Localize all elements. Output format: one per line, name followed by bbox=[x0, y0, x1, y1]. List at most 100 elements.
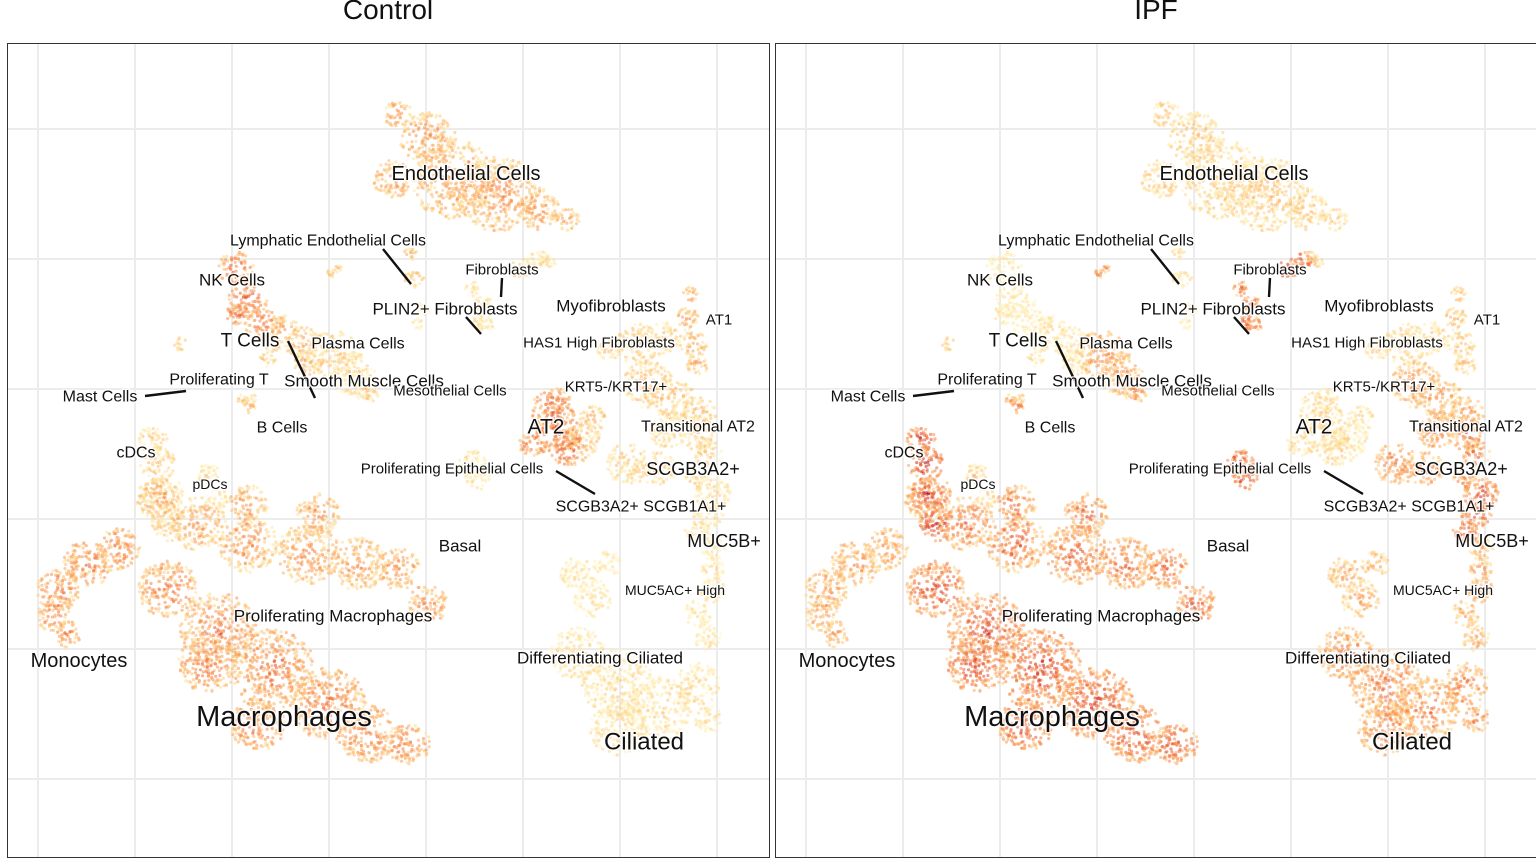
cell-point bbox=[438, 210, 442, 214]
cell-point bbox=[524, 186, 529, 190]
cell-point bbox=[685, 402, 689, 406]
cell-point bbox=[582, 410, 586, 414]
cell-point bbox=[688, 479, 692, 483]
cell-point bbox=[536, 441, 540, 445]
cell-point bbox=[625, 371, 629, 375]
cell-point bbox=[441, 152, 445, 156]
cell-point bbox=[688, 357, 692, 361]
cell-point bbox=[472, 208, 476, 212]
cell-point bbox=[396, 120, 400, 124]
cell-point bbox=[411, 271, 415, 275]
cell-point bbox=[720, 561, 724, 566]
cell-point bbox=[548, 222, 552, 226]
cell-point bbox=[236, 303, 240, 307]
cell-point bbox=[705, 483, 709, 487]
cell-point bbox=[377, 178, 381, 182]
cell-point bbox=[371, 390, 375, 394]
cell-point bbox=[259, 303, 263, 307]
cell-point bbox=[593, 426, 597, 430]
cell-point bbox=[468, 203, 472, 207]
cell-point bbox=[668, 377, 673, 382]
cell-point bbox=[448, 138, 452, 142]
cell-point bbox=[488, 224, 492, 228]
cell-point bbox=[425, 205, 430, 210]
cell-point bbox=[265, 364, 269, 368]
cell-point bbox=[235, 309, 239, 313]
cell-point bbox=[271, 330, 275, 334]
cell-point bbox=[244, 296, 248, 300]
cell-point bbox=[502, 176, 506, 180]
cell-point bbox=[327, 359, 331, 363]
cell-point bbox=[643, 365, 647, 369]
cell-point bbox=[417, 127, 421, 131]
cell-point bbox=[715, 560, 720, 565]
cell-point bbox=[569, 421, 573, 425]
cell-point bbox=[542, 188, 546, 192]
cell-point bbox=[630, 476, 634, 480]
cell-point bbox=[453, 169, 458, 173]
cell-point bbox=[504, 194, 508, 198]
cell-point bbox=[409, 169, 413, 173]
cell-point bbox=[614, 463, 619, 468]
cell-point bbox=[251, 264, 255, 268]
cell-point bbox=[491, 173, 495, 177]
cell-point bbox=[426, 137, 430, 141]
cell-point bbox=[477, 323, 482, 327]
cell-point bbox=[462, 146, 466, 150]
cell-point bbox=[412, 115, 416, 119]
cell-point bbox=[443, 139, 447, 143]
cell-point bbox=[698, 372, 702, 376]
cell-point bbox=[483, 478, 487, 482]
cell-point bbox=[167, 474, 171, 478]
cell-point bbox=[487, 159, 491, 163]
cell-point bbox=[687, 312, 691, 316]
cell-point bbox=[384, 191, 388, 195]
cell-point bbox=[417, 163, 421, 167]
cell-point bbox=[476, 205, 480, 209]
cell-point bbox=[632, 443, 636, 447]
cell-point bbox=[511, 219, 515, 223]
cell-point bbox=[530, 216, 534, 220]
cell-point bbox=[507, 207, 511, 212]
cell-point bbox=[580, 457, 584, 462]
cell-point bbox=[562, 397, 566, 401]
cell-point bbox=[678, 398, 682, 402]
cell-point bbox=[229, 277, 233, 281]
cell-point bbox=[475, 296, 479, 301]
cell-point bbox=[480, 478, 484, 482]
cell-point bbox=[568, 434, 573, 439]
cell-point bbox=[170, 538, 174, 543]
cell-point bbox=[581, 416, 585, 420]
cell-point bbox=[161, 437, 165, 442]
cell-point bbox=[704, 369, 708, 373]
cell-point bbox=[290, 321, 294, 326]
cell-point bbox=[593, 418, 597, 422]
cell-point bbox=[558, 392, 563, 396]
cluster-endothelial-cells bbox=[372, 100, 581, 233]
cell-point bbox=[675, 344, 679, 348]
cell-point bbox=[534, 265, 538, 269]
cell-point bbox=[458, 214, 462, 218]
cell-point bbox=[422, 150, 426, 154]
cell-point bbox=[234, 322, 238, 326]
cell-point bbox=[453, 130, 457, 135]
cell-point bbox=[590, 451, 594, 455]
cell-point bbox=[233, 256, 238, 261]
cell-point bbox=[637, 459, 641, 463]
cell-point bbox=[393, 115, 397, 120]
cell-point bbox=[443, 154, 448, 158]
cell-point bbox=[701, 340, 705, 344]
cell-point bbox=[620, 451, 624, 455]
cell-point bbox=[708, 413, 712, 417]
cell-point bbox=[458, 151, 462, 155]
cell-point bbox=[670, 383, 674, 387]
cell-point bbox=[212, 497, 216, 501]
cell-point bbox=[583, 456, 588, 460]
cell-point bbox=[536, 228, 540, 232]
cell-point bbox=[177, 481, 181, 485]
cell-point bbox=[718, 490, 722, 494]
cell-point bbox=[432, 136, 436, 140]
cell-point bbox=[236, 397, 241, 401]
cell-point bbox=[375, 393, 379, 397]
cell-point bbox=[397, 101, 401, 105]
